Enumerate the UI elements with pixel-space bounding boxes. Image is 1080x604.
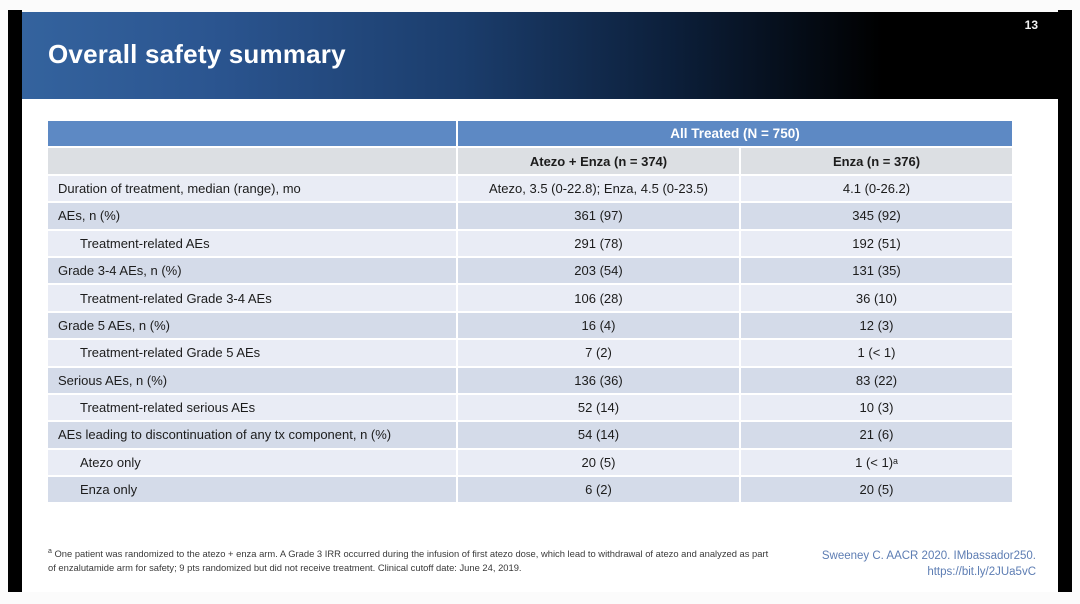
row-value-enza: 10 (3) (741, 394, 1012, 423)
row-label: Atezo only (48, 449, 458, 478)
table-row: AEs leading to discontinuation of any tx… (48, 422, 1012, 450)
safety-summary-table: All Treated (N = 750) Atezo + Enza (n = … (48, 121, 1012, 505)
row-label: AEs leading to discontinuation of any tx… (48, 422, 458, 450)
slide-content: All Treated (N = 750) Atezo + Enza (n = … (22, 99, 1058, 592)
row-label: Enza only (48, 477, 458, 505)
citation: Sweeney C. AACR 2020. IMbassador250. htt… (756, 549, 1036, 580)
header-all-treated: All Treated (N = 750) (458, 121, 1012, 149)
table-column-header-row: Atezo + Enza (n = 374) Enza (n = 376) (48, 148, 1012, 176)
row-label: Serious AEs, n (%) (48, 367, 458, 395)
row-label: Treatment-related Grade 5 AEs (48, 340, 458, 368)
table-row: Treatment-related serious AEs 52 (14) 10… (48, 394, 1012, 423)
row-label: Grade 5 AEs, n (%) (48, 312, 458, 341)
row-value-enza: 21 (6) (741, 422, 1012, 450)
footnote: a One patient was randomized to the atez… (48, 547, 772, 574)
row-value-atezo-enza: 6 (2) (458, 477, 741, 505)
row-value-enza: 4.1 (0-26.2) (741, 175, 1012, 204)
footnote-marker: a (48, 548, 52, 555)
row-value-atezo-enza: 203 (54) (458, 257, 741, 286)
row-value-atezo-enza: 291 (78) (458, 230, 741, 258)
row-label: Treatment-related serious AEs (48, 394, 458, 423)
row-label: Treatment-related AEs (48, 230, 458, 258)
row-value-enza: 83 (22) (741, 367, 1012, 395)
row-value-enza: 36 (10) (741, 285, 1012, 313)
row-value-atezo-enza: 106 (28) (458, 285, 741, 313)
header-atezo-enza: Atezo + Enza (n = 374) (458, 148, 741, 176)
row-value-enza: 20 (5) (741, 477, 1012, 505)
row-label: Grade 3-4 AEs, n (%) (48, 257, 458, 286)
right-frame-bar (1058, 10, 1072, 592)
row-value-atezo-enza: Atezo, 3.5 (0-22.8); Enza, 4.5 (0-23.5) (458, 175, 741, 204)
table-row: AEs, n (%) 361 (97) 345 (92) (48, 203, 1012, 231)
table-header-row-spanned: All Treated (N = 750) (48, 121, 1012, 149)
table-row: Treatment-related Grade 5 AEs 7 (2) 1 (<… (48, 340, 1012, 368)
table-row: Grade 5 AEs, n (%) 16 (4) 12 (3) (48, 312, 1012, 341)
table-row: Enza only 6 (2) 20 (5) (48, 477, 1012, 505)
row-value-enza: 1 (< 1) (741, 340, 1012, 368)
table-row: Atezo only 20 (5) 1 (< 1)ᵃ (48, 449, 1012, 478)
citation-link[interactable]: https://bit.ly/2JUa5vC (927, 565, 1036, 578)
row-value-enza: 1 (< 1)ᵃ (741, 449, 1012, 478)
row-value-enza: 131 (35) (741, 257, 1012, 286)
row-value-atezo-enza: 361 (97) (458, 203, 741, 231)
table-row: Treatment-related AEs 291 (78) 192 (51) (48, 230, 1012, 258)
page-number: 13 (1024, 18, 1038, 32)
row-value-atezo-enza: 16 (4) (458, 312, 741, 341)
table-row: Serious AEs, n (%) 136 (36) 83 (22) (48, 367, 1012, 395)
table-row: Duration of treatment, median (range), m… (48, 175, 1012, 204)
header-empty-cell (48, 121, 458, 149)
row-value-atezo-enza: 52 (14) (458, 394, 741, 423)
row-value-atezo-enza: 7 (2) (458, 340, 741, 368)
title-band: Overall safety summary 13 (22, 12, 1072, 99)
row-value-enza: 192 (51) (741, 230, 1012, 258)
row-value-enza: 12 (3) (741, 312, 1012, 341)
table-row: Treatment-related Grade 3-4 AEs 106 (28)… (48, 285, 1012, 313)
page-title: Overall safety summary (48, 39, 346, 69)
row-label: AEs, n (%) (48, 203, 458, 231)
header-empty-cell (48, 148, 458, 176)
row-value-atezo-enza: 136 (36) (458, 367, 741, 395)
header-enza: Enza (n = 376) (741, 148, 1012, 176)
row-label: Duration of treatment, median (range), m… (48, 175, 458, 204)
citation-reference: Sweeney C. AACR 2020. IMbassador250. (821, 550, 1036, 562)
footnote-text: One patient was randomized to the atezo … (48, 548, 769, 573)
row-value-enza: 345 (92) (741, 203, 1012, 231)
row-value-atezo-enza: 54 (14) (458, 422, 741, 450)
table-row: Grade 3-4 AEs, n (%) 203 (54) 131 (35) (48, 257, 1012, 286)
left-frame-bar (8, 10, 22, 592)
row-label: Treatment-related Grade 3-4 AEs (48, 285, 458, 313)
row-value-atezo-enza: 20 (5) (458, 449, 741, 478)
